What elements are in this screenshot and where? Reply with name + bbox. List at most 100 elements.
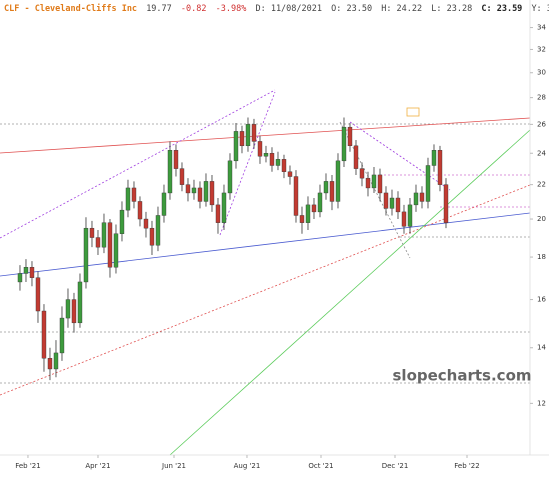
candle-body	[305, 204, 311, 223]
candle-body	[269, 153, 275, 166]
candle-body	[407, 204, 413, 227]
field: H: 24.22	[381, 4, 422, 14]
x-tick-label: Jun '21	[161, 462, 186, 470]
candle-body	[131, 187, 137, 202]
candle-body	[119, 209, 125, 234]
x-tick-label: Apr '21	[85, 462, 110, 470]
marker-box	[406, 107, 420, 117]
trend-line	[0, 117, 531, 154]
candle-body	[65, 299, 71, 319]
candle-body	[137, 201, 143, 220]
candle-body	[329, 181, 335, 202]
candle-body	[317, 192, 323, 213]
trend-line	[0, 212, 531, 277]
x-tick-label: Aug '21	[234, 462, 261, 470]
candle-body	[17, 273, 23, 283]
y-tick-label: 20	[537, 215, 546, 223]
field: C: 23.59	[481, 4, 522, 14]
y-tick-label: 14	[537, 344, 546, 352]
candle-body	[107, 222, 113, 268]
candle-body	[371, 174, 377, 189]
candle-body	[341, 126, 347, 162]
y-tick-label: 24	[537, 149, 546, 157]
symbol: CLF - Cleveland-Cliffs Inc	[4, 3, 137, 14]
y-tick-label: 30	[537, 69, 546, 77]
candle-body	[239, 131, 245, 147]
candle-body	[161, 192, 167, 216]
y-tick-label: 28	[537, 94, 546, 102]
trend-line	[0, 184, 531, 396]
candle-body	[353, 145, 359, 169]
candle-body	[425, 165, 431, 202]
x-tick-label: Dec '21	[382, 462, 409, 470]
candle-body	[293, 176, 299, 216]
candle-body	[173, 150, 179, 169]
y-tick-label: 16	[537, 296, 546, 304]
channel-line	[349, 121, 451, 191]
candle-body	[377, 174, 383, 194]
field: D: 11/08/2021	[255, 4, 322, 14]
candle-body	[143, 218, 149, 229]
candle-body	[395, 197, 401, 213]
candle-body	[263, 153, 269, 157]
field: O: 23.50	[331, 4, 372, 14]
candle-body	[335, 160, 341, 202]
candle-body	[113, 233, 119, 268]
candle-body	[71, 299, 77, 324]
candle-body	[359, 168, 365, 179]
y-tick-label: 32	[537, 45, 546, 53]
y-tick-label: 18	[537, 253, 546, 261]
candle-body	[179, 168, 185, 185]
x-tick-label: Feb '22	[454, 462, 479, 470]
header: CLF - Cleveland-Cliffs Inc 19.77 -0.82 -…	[4, 3, 549, 14]
candle-body	[77, 281, 83, 324]
candle-body	[215, 204, 221, 223]
candle-body	[149, 227, 155, 246]
candle-body	[365, 177, 371, 189]
candle-body	[281, 159, 287, 172]
candle-body	[89, 227, 95, 238]
candle-body	[185, 184, 191, 194]
trend-line	[169, 129, 531, 456]
candle-body	[95, 237, 101, 248]
candle-body	[251, 124, 257, 142]
candle-body	[53, 352, 59, 370]
candle-body	[287, 171, 293, 177]
field: Y: 30.77	[531, 4, 549, 14]
candle-body	[227, 160, 233, 194]
candle-body	[431, 150, 437, 166]
candle-body	[47, 358, 53, 370]
candle-body	[155, 215, 161, 246]
candle-body	[233, 131, 239, 162]
candle-body	[389, 197, 395, 209]
change: -0.82	[181, 4, 207, 14]
candle-body	[257, 141, 263, 157]
candle-body	[245, 124, 251, 147]
x-tick-label: Feb '21	[15, 462, 40, 470]
watermark: slopecharts.com	[393, 367, 532, 385]
candle-body	[323, 181, 329, 194]
x-tick-label: Oct '21	[308, 462, 333, 470]
y-tick-label: 22	[537, 181, 546, 189]
candle-body	[23, 267, 29, 274]
candle-body	[221, 192, 227, 223]
candle-body	[419, 192, 425, 202]
candle-body	[41, 310, 47, 359]
candle-body	[209, 181, 215, 206]
candle-body	[413, 192, 419, 206]
candle-body	[347, 126, 353, 147]
candle-body	[401, 211, 407, 227]
candle-body	[299, 215, 305, 223]
candle-body	[191, 187, 197, 194]
candle-body	[29, 267, 35, 278]
candle-body	[275, 159, 281, 166]
candle-body	[383, 192, 389, 209]
y-tick-label: 12	[537, 399, 546, 407]
candle-body	[101, 222, 107, 248]
candle-body	[311, 204, 317, 213]
candle-body	[203, 181, 209, 202]
field: L: 23.28	[431, 4, 472, 14]
y-tick-label: 26	[537, 120, 546, 128]
last-price: 19.77	[146, 4, 172, 14]
